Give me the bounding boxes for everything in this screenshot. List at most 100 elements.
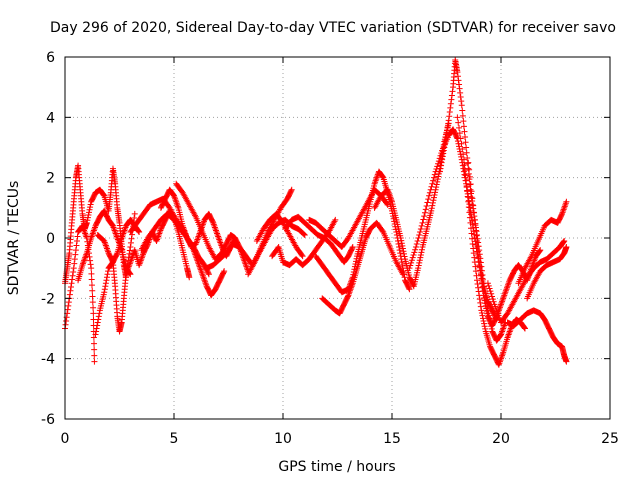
data-point — [401, 253, 408, 260]
data-point — [457, 89, 464, 96]
data-point — [400, 268, 407, 275]
data-point — [455, 119, 462, 126]
data-point — [432, 189, 439, 196]
series-pass-w — [465, 159, 544, 329]
data-point — [62, 321, 69, 328]
data-point — [85, 211, 92, 218]
data-point — [478, 307, 485, 314]
data-point — [428, 205, 435, 212]
data-point — [65, 299, 72, 306]
data-point — [462, 133, 469, 140]
data-point — [416, 231, 423, 238]
data-point — [65, 302, 72, 309]
data-point — [410, 251, 417, 258]
data-point — [406, 265, 413, 272]
data-point — [471, 254, 478, 261]
data-point — [472, 268, 479, 275]
data-point — [459, 107, 466, 114]
y-tick-label: 4 — [46, 110, 55, 126]
data-point — [479, 312, 486, 319]
data-point — [470, 202, 477, 209]
data-point — [301, 231, 308, 238]
data-point — [288, 186, 295, 193]
data-point — [418, 246, 425, 253]
data-point — [86, 206, 93, 213]
data-point — [480, 315, 487, 322]
x-tick-label: 10 — [274, 431, 292, 447]
data-point — [474, 277, 481, 284]
data-point — [459, 146, 466, 153]
data-point — [408, 259, 415, 266]
data-point — [447, 100, 454, 107]
data-point — [476, 263, 483, 270]
data-point — [427, 186, 434, 193]
data-point — [474, 238, 481, 245]
data-point — [474, 231, 481, 238]
data-point — [449, 88, 456, 95]
data-point — [481, 294, 488, 301]
data-point — [429, 199, 436, 206]
data-point — [186, 274, 193, 281]
data-point — [445, 117, 452, 124]
data-point — [88, 265, 95, 272]
data-point — [463, 182, 470, 189]
data-point — [489, 296, 496, 303]
data-point — [407, 262, 414, 269]
data-point — [90, 304, 97, 311]
data-point — [415, 265, 422, 272]
data-point — [477, 267, 484, 274]
data-point — [490, 298, 497, 305]
data-point — [454, 114, 461, 121]
y-tick-label: 0 — [46, 231, 55, 247]
data-points — [62, 57, 570, 368]
data-point — [126, 250, 133, 257]
data-point — [485, 282, 492, 289]
data-point — [73, 238, 80, 245]
data-point — [461, 128, 468, 135]
data-point — [457, 93, 464, 100]
data-point — [349, 244, 356, 251]
data-point — [69, 276, 76, 283]
data-point — [482, 325, 489, 332]
data-point — [448, 92, 455, 99]
data-point — [476, 259, 483, 266]
data-point — [209, 218, 216, 225]
data-point — [477, 271, 484, 278]
data-point — [471, 209, 478, 216]
data-point — [88, 282, 95, 289]
grid-lines — [65, 57, 610, 419]
data-point — [470, 250, 477, 257]
data-point — [131, 210, 138, 217]
data-point — [464, 193, 471, 200]
data-point — [418, 222, 425, 229]
data-point — [379, 227, 386, 234]
series-pass-r — [312, 168, 413, 296]
data-point — [469, 195, 476, 202]
data-point — [486, 285, 493, 292]
data-point — [412, 246, 419, 253]
data-point — [446, 109, 453, 116]
chart-title: Day 296 of 2020, Sidereal Day-to-day VTE… — [50, 20, 616, 36]
data-point — [89, 287, 96, 294]
data-point — [467, 219, 474, 226]
data-point — [84, 214, 91, 221]
data-point — [464, 155, 471, 162]
axis-ticks — [64, 56, 611, 420]
data-point — [91, 346, 98, 353]
data-point — [469, 241, 476, 248]
data-point — [205, 270, 212, 277]
series-pass-y — [504, 307, 570, 365]
data-point — [436, 168, 443, 175]
data-point — [475, 284, 482, 291]
data-point — [479, 284, 486, 291]
data-point — [351, 266, 358, 273]
data-point — [95, 313, 102, 320]
data-point — [454, 138, 461, 145]
data-point — [447, 104, 454, 111]
data-point — [426, 192, 433, 199]
data-point — [66, 291, 73, 298]
data-point — [352, 261, 359, 268]
data-point — [423, 202, 430, 209]
data-point — [95, 316, 102, 323]
data-point — [446, 113, 453, 120]
